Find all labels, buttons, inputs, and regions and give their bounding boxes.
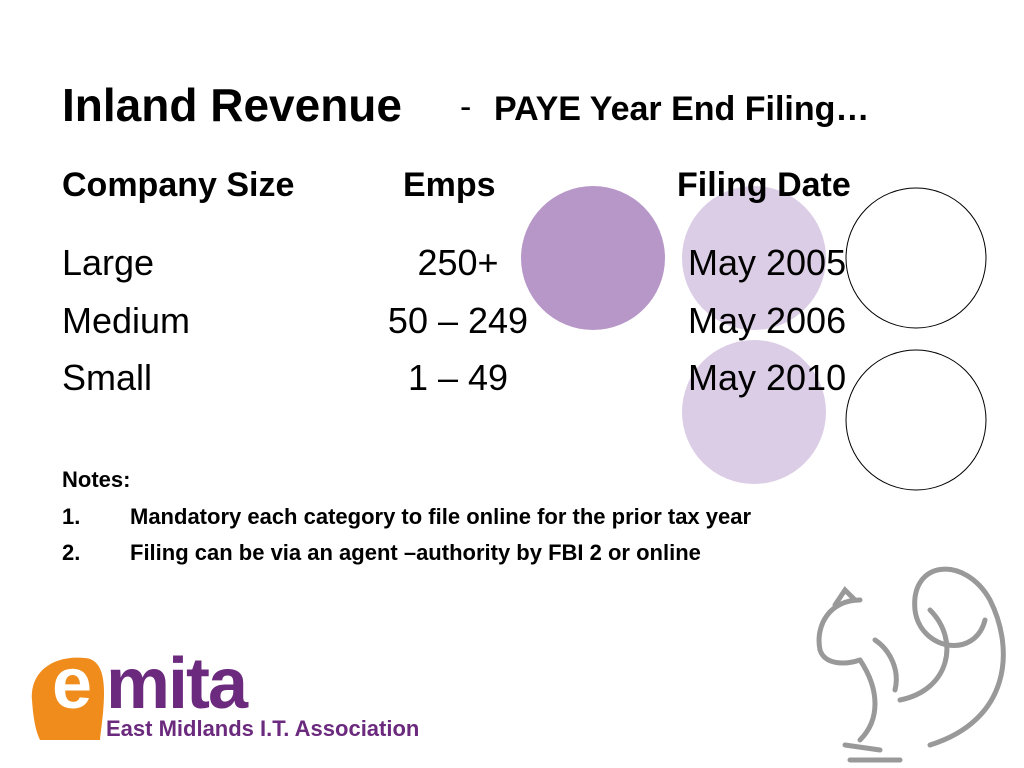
column-header: Filing Date (677, 166, 851, 204)
circle (845, 187, 987, 329)
cell-date: May 2006 (688, 300, 847, 341)
cell-date: May 2010 (688, 357, 847, 398)
cell-size: Small (62, 357, 153, 398)
circle (845, 349, 987, 491)
logo-mark: e (52, 644, 93, 724)
note-number: 1. (62, 504, 81, 529)
cell-size: Medium (62, 300, 191, 341)
circle (682, 340, 826, 484)
squirrel-icon (816, 566, 1006, 763)
subtitle: PAYE Year End Filing… (494, 90, 870, 128)
notes-heading: Notes: (62, 467, 131, 492)
cell-emps: 1 – 49 (407, 357, 509, 398)
column-header: Company Size (62, 166, 295, 204)
circle (521, 186, 665, 330)
cell-date: May 2005 (688, 242, 847, 283)
logo-tagline: East Midlands I.T. Association (106, 716, 420, 741)
note-text: Filing can be via an agent –authority by… (130, 540, 701, 565)
cell-emps: 50 – 249 (387, 300, 529, 341)
logo-name: mita (106, 644, 248, 724)
cell-emps: 250+ (417, 242, 499, 283)
column-header: Emps (403, 166, 496, 204)
note-text: Mandatory each category to file online f… (130, 504, 752, 529)
logo-blob (31, 657, 105, 740)
note-number: 2. (62, 540, 81, 565)
circle (682, 186, 826, 330)
cell-size: Large (62, 242, 155, 283)
title-separator: - (460, 88, 472, 126)
title: Inland Revenue (62, 79, 402, 131)
